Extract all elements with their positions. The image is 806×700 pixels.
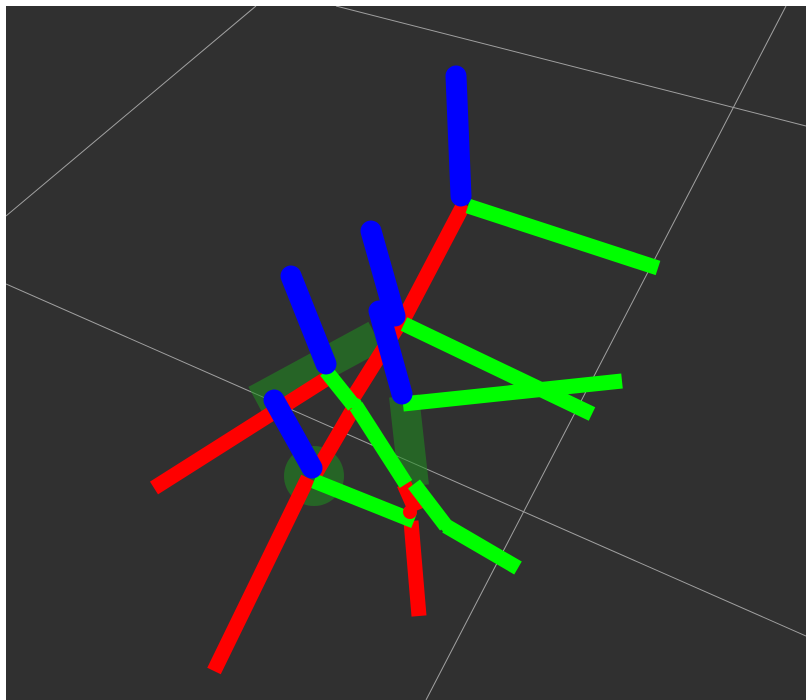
- rviz-3d-viewport[interactable]: [6, 6, 806, 700]
- x-axis-frame-left: [149, 372, 331, 495]
- x-axis-frame-top: [394, 200, 471, 328]
- ground-grid: [6, 6, 806, 700]
- tf-frame-scene[interactable]: [6, 6, 806, 700]
- x-axis-frame-base: [207, 474, 315, 675]
- grid-line: [6, 6, 257, 217]
- z-axis-frame-upper: [360, 220, 406, 327]
- x-axes: [149, 200, 471, 675]
- y-axis-frame-base: [311, 474, 417, 528]
- x-axis-frame-bottom: [403, 520, 427, 617]
- joint-connectors: [350, 398, 452, 532]
- y-axis-frame-top: [465, 198, 661, 276]
- z-axis-frame-center: [368, 300, 413, 405]
- joint-node: [403, 505, 417, 519]
- grid-line: [425, 6, 787, 700]
- joint-node: [350, 398, 362, 410]
- z-axes: [263, 65, 472, 479]
- z-axis-frame-base: [263, 389, 323, 479]
- y-axis-frame-link: [349, 401, 413, 489]
- joint-node: [440, 520, 452, 532]
- y-axis-frame-upper: [400, 317, 596, 421]
- y-axes: [311, 198, 661, 575]
- y-axis-frame-short: [320, 366, 360, 411]
- z-axis-frame-left: [280, 265, 337, 375]
- y-axis-frame-lower: [442, 519, 522, 575]
- y-axis-frame-arm: [402, 373, 623, 412]
- grid-line: [335, 6, 806, 127]
- z-axis-frame-top: [445, 65, 472, 207]
- y-axis-frame-center: [408, 479, 452, 531]
